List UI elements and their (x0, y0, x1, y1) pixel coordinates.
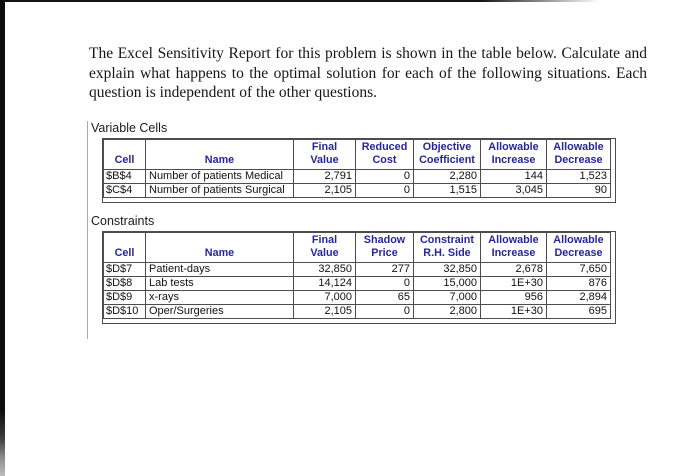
table-row: $D$7 Patient-days 32,850 277 32,850 2,678 7,65… (103, 262, 611, 277)
cell-ref: $C$4 (103, 183, 146, 198)
column-header: Allowable Decrease (546, 232, 611, 263)
variable-cells-table: Cell Name Final Value Reduced Cost Objective… (103, 139, 611, 198)
column-header: Final Value (293, 232, 356, 263)
constraints-section: Constraints Cell Name Final Value Shadow Pr… (90, 214, 616, 329)
row-name: Number of patients Surgical (145, 183, 294, 198)
value-cell: 2,800 (413, 304, 481, 319)
column-header: Allowable Increase (480, 139, 547, 170)
column-header: Objective Coefficient (413, 139, 481, 170)
table-row: $D$8 Lab tests 14,124 0 15,000 1E+30 876 (103, 276, 611, 291)
intro-paragraph: The Excel Sensitivity Report for this pr… (89, 45, 647, 101)
column-header: Allowable Increase (480, 232, 547, 263)
table-row: $D$10 Oper/Surgeries 2,105 0 2,800 1E+30 695 (103, 304, 611, 319)
column-header: Name (145, 232, 294, 263)
value-cell: 2,105 (293, 304, 356, 319)
section-title: Constraints (91, 214, 155, 228)
value-cell: 277 (355, 262, 414, 277)
column-header: Cell (103, 139, 146, 170)
value-cell: 65 (355, 290, 414, 305)
row-name: Oper/Surgeries (145, 304, 294, 319)
value-cell: 876 (546, 276, 611, 291)
value-cell: 2,105 (293, 183, 356, 198)
column-header: Name (145, 139, 294, 170)
value-cell: 2,894 (546, 290, 611, 305)
value-cell: 7,650 (546, 262, 611, 277)
column-header: Allowable Decrease (546, 139, 611, 170)
value-cell: 7,000 (413, 290, 481, 305)
value-cell: 1E+30 (480, 276, 547, 291)
column-header: Constraint R.H. Side (413, 232, 481, 263)
column-header: Final Value (293, 139, 356, 170)
value-cell: 3,045 (480, 183, 547, 198)
value-cell: 956 (480, 290, 547, 305)
value-cell: 2,678 (480, 262, 547, 277)
value-cell: 1E+30 (480, 304, 547, 319)
constraints-table: Cell Name Final Value Shadow Price Constrain… (103, 232, 611, 319)
value-cell: 1,515 (413, 183, 481, 198)
scan-edge-top (0, 0, 600, 2)
value-cell: 32,850 (293, 262, 356, 277)
variable-cells-table-frame: Cell Name Final Value Reduced Cost Objective… (102, 138, 616, 203)
row-name: x-rays (145, 290, 294, 305)
column-header: Cell (103, 232, 146, 263)
value-cell: 2,791 (293, 169, 356, 184)
value-cell: 7,000 (293, 290, 356, 305)
value-cell: 32,850 (413, 262, 481, 277)
value-cell: 14,124 (293, 276, 356, 291)
header-row: Cell Name Final Value Reduced Cost Objective… (103, 139, 611, 170)
table-row: $D$9 x-rays 7,000 65 7,000 956 2,894 (103, 290, 611, 305)
value-cell: 144 (480, 169, 547, 184)
value-cell: 0 (355, 183, 414, 198)
header-row: Cell Name Final Value Shadow Price Constrain… (103, 232, 611, 263)
cell-ref: $B$4 (103, 169, 146, 184)
constraints-table-frame: Cell Name Final Value Shadow Price Constrain… (102, 231, 616, 324)
value-cell: 2,280 (413, 169, 481, 184)
column-header: Shadow Price (355, 232, 414, 263)
left-rule-line (87, 121, 88, 339)
variable-cells-section: Variable Cells Cell Name Final Value Reduce… (90, 121, 616, 208)
value-cell: 90 (546, 183, 611, 198)
cell-ref: $D$7 (103, 262, 146, 277)
table-row: $B$4 Number of patients Medical 2,791 0 2,28… (103, 169, 611, 184)
cell-ref: $D$9 (103, 290, 146, 305)
value-cell: 0 (355, 304, 414, 319)
row-name: Patient-days (145, 262, 294, 277)
value-cell: 15,000 (413, 276, 481, 291)
row-name: Number of patients Medical (145, 169, 294, 184)
table-row: $C$4 Number of patients Surgical 2,105 0 1,5… (103, 183, 611, 198)
cell-ref: $D$8 (103, 276, 146, 291)
value-cell: 695 (546, 304, 611, 319)
cell-ref: $D$10 (103, 304, 146, 319)
section-title: Variable Cells (91, 121, 168, 135)
scan-edge-left (0, 0, 5, 476)
value-cell: 0 (355, 276, 414, 291)
value-cell: 1,523 (546, 169, 611, 184)
value-cell: 0 (355, 169, 414, 184)
column-header: Reduced Cost (355, 139, 414, 170)
row-name: Lab tests (145, 276, 294, 291)
